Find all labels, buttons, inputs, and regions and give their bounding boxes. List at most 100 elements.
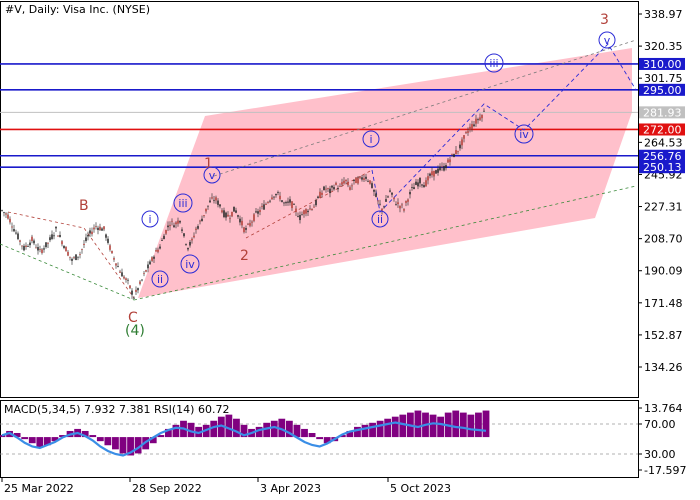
- candle-body: [125, 278, 127, 280]
- candle-body: [253, 214, 255, 221]
- candle-body: [395, 204, 397, 206]
- candle-body: [449, 159, 451, 163]
- candle-body: [467, 131, 469, 133]
- candle-body: [165, 230, 167, 234]
- candle-body: [445, 165, 447, 169]
- candle-body: [197, 226, 199, 229]
- candle-body: [357, 178, 359, 184]
- candle-body: [293, 204, 295, 205]
- candle-body: [105, 234, 107, 238]
- candle-body: [193, 235, 195, 238]
- candle-body: [19, 240, 21, 242]
- macd-bar: [452, 410, 460, 438]
- macd-bar: [225, 414, 233, 438]
- macd-bar: [346, 430, 354, 438]
- candle-body: [297, 215, 299, 217]
- candle-body: [425, 180, 427, 187]
- candle-body: [217, 200, 219, 205]
- candle-body: [393, 197, 395, 200]
- candle-body: [195, 228, 197, 230]
- minor-wave-v-1: v: [203, 166, 221, 184]
- macd-bar: [354, 426, 361, 438]
- candle-body: [59, 234, 61, 238]
- candle-body: [343, 180, 345, 184]
- candle-body: [327, 188, 329, 189]
- candle-body: [85, 237, 87, 241]
- indicator-axis: 13.764 70.00 30.00 -17.597: [638, 402, 686, 477]
- minor-wave-iii-2: iii: [484, 53, 504, 73]
- candle-body: [323, 186, 325, 190]
- candle-body: [29, 242, 31, 246]
- wave-label-c: C: [128, 310, 138, 326]
- macd-bar: [13, 433, 21, 438]
- macd-bar: [278, 418, 286, 438]
- indicator-tick-label: 13.764: [644, 402, 683, 415]
- macd-bar: [28, 437, 36, 444]
- candle-body: [283, 202, 285, 204]
- candle-body: [113, 258, 115, 260]
- candle-body: [221, 210, 223, 213]
- time-axis: 25 Mar 2022 28 Sep 2022 3 Apr 2023 5 Oct 20…: [1, 478, 451, 495]
- time-tick-label: 5 Oct 2023: [390, 482, 451, 495]
- candle-body: [21, 245, 23, 247]
- candle-body: [91, 231, 93, 235]
- candle-body: [307, 210, 309, 213]
- candle-body: [273, 196, 275, 198]
- candle-body: [55, 226, 57, 229]
- level-tag-bg: [639, 57, 685, 70]
- macd-bar: [217, 416, 225, 438]
- candle-body: [151, 257, 153, 261]
- candle-body: [107, 238, 109, 243]
- candle-body: [475, 118, 477, 124]
- candle-body: [461, 139, 463, 146]
- candle-body: [119, 271, 121, 273]
- candle-body: [429, 173, 431, 176]
- abc-guide: [7, 211, 135, 299]
- candle-body: [423, 185, 425, 188]
- candle-body: [269, 200, 271, 202]
- indicator-pane-frame: [0, 400, 639, 478]
- candle-body: [277, 192, 279, 194]
- macd-bar: [43, 437, 51, 446]
- candle-body: [201, 218, 203, 222]
- macd-bar: [263, 422, 271, 438]
- macd-bar: [233, 418, 240, 438]
- minor-wave-iv-1: iv: [180, 254, 200, 274]
- candle-body: [381, 208, 383, 211]
- candle-body: [15, 232, 17, 234]
- candle-body: [481, 114, 483, 119]
- candle-body: [305, 209, 307, 214]
- candle-body: [81, 249, 83, 250]
- candle-body: [263, 204, 265, 210]
- main-pane-frame: [0, 1, 639, 398]
- wave-annotations: B C (4) 1 2 3 i ii iii iv v i ii iii iv …: [79, 12, 616, 339]
- candle-body: [141, 279, 143, 281]
- upper-guide: [213, 39, 637, 177]
- candle-body: [251, 221, 253, 223]
- candle-body: [387, 196, 389, 198]
- candle-body: [9, 218, 11, 223]
- candle-body: [63, 246, 65, 249]
- candle-body: [169, 224, 171, 227]
- candle-body: [261, 206, 263, 207]
- candle-body: [101, 228, 103, 231]
- minor-wave-iv-1-label: iv: [185, 258, 195, 271]
- price-tick-label: 152.87: [644, 329, 683, 342]
- candle-body: [409, 191, 411, 195]
- candle-body: [473, 124, 475, 127]
- candle-body: [131, 290, 133, 295]
- macd-bar: [270, 420, 278, 438]
- macd-bar: [376, 420, 384, 438]
- candle-body: [89, 230, 91, 234]
- minor-wave-v-1-label: v: [209, 169, 216, 182]
- macd-bar: [21, 437, 29, 440]
- candle-body: [339, 186, 341, 188]
- candle-body: [431, 171, 433, 176]
- price-axis: 338.97320.35301.75264.53245.92227.31208.…: [638, 8, 683, 374]
- candle-body: [391, 192, 393, 195]
- candle-body: [179, 220, 181, 223]
- wave-label-b: B: [79, 198, 89, 214]
- candle-body: [205, 208, 207, 212]
- macd-bar: [308, 433, 316, 438]
